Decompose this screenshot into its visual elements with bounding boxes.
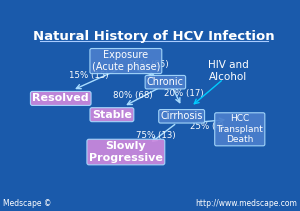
- Text: Medscape ©: Medscape ©: [3, 199, 51, 208]
- Text: Chronic: Chronic: [147, 77, 184, 87]
- Text: http://www.medscape.com: http://www.medscape.com: [195, 199, 297, 208]
- Text: 15% (15): 15% (15): [69, 71, 109, 80]
- Text: 80% (68): 80% (68): [113, 91, 153, 100]
- Text: 20% (17): 20% (17): [164, 89, 204, 98]
- Text: Resolved: Resolved: [32, 93, 89, 103]
- Text: Stable: Stable: [92, 110, 132, 120]
- Text: HCC
Transplant
Death: HCC Transplant Death: [216, 114, 263, 144]
- Text: Natural History of HCV Infection: Natural History of HCV Infection: [33, 30, 274, 43]
- Text: 75% (13): 75% (13): [136, 131, 176, 140]
- Text: HIV and
Alcohol: HIV and Alcohol: [208, 60, 248, 82]
- Text: Exposure
(Acute phase): Exposure (Acute phase): [92, 50, 160, 72]
- Text: Slowly
Progressive: Slowly Progressive: [89, 141, 163, 163]
- Text: 25% (4): 25% (4): [190, 122, 224, 131]
- Text: 85% (85): 85% (85): [129, 60, 169, 69]
- Text: Cirrhosis: Cirrhosis: [160, 111, 203, 121]
